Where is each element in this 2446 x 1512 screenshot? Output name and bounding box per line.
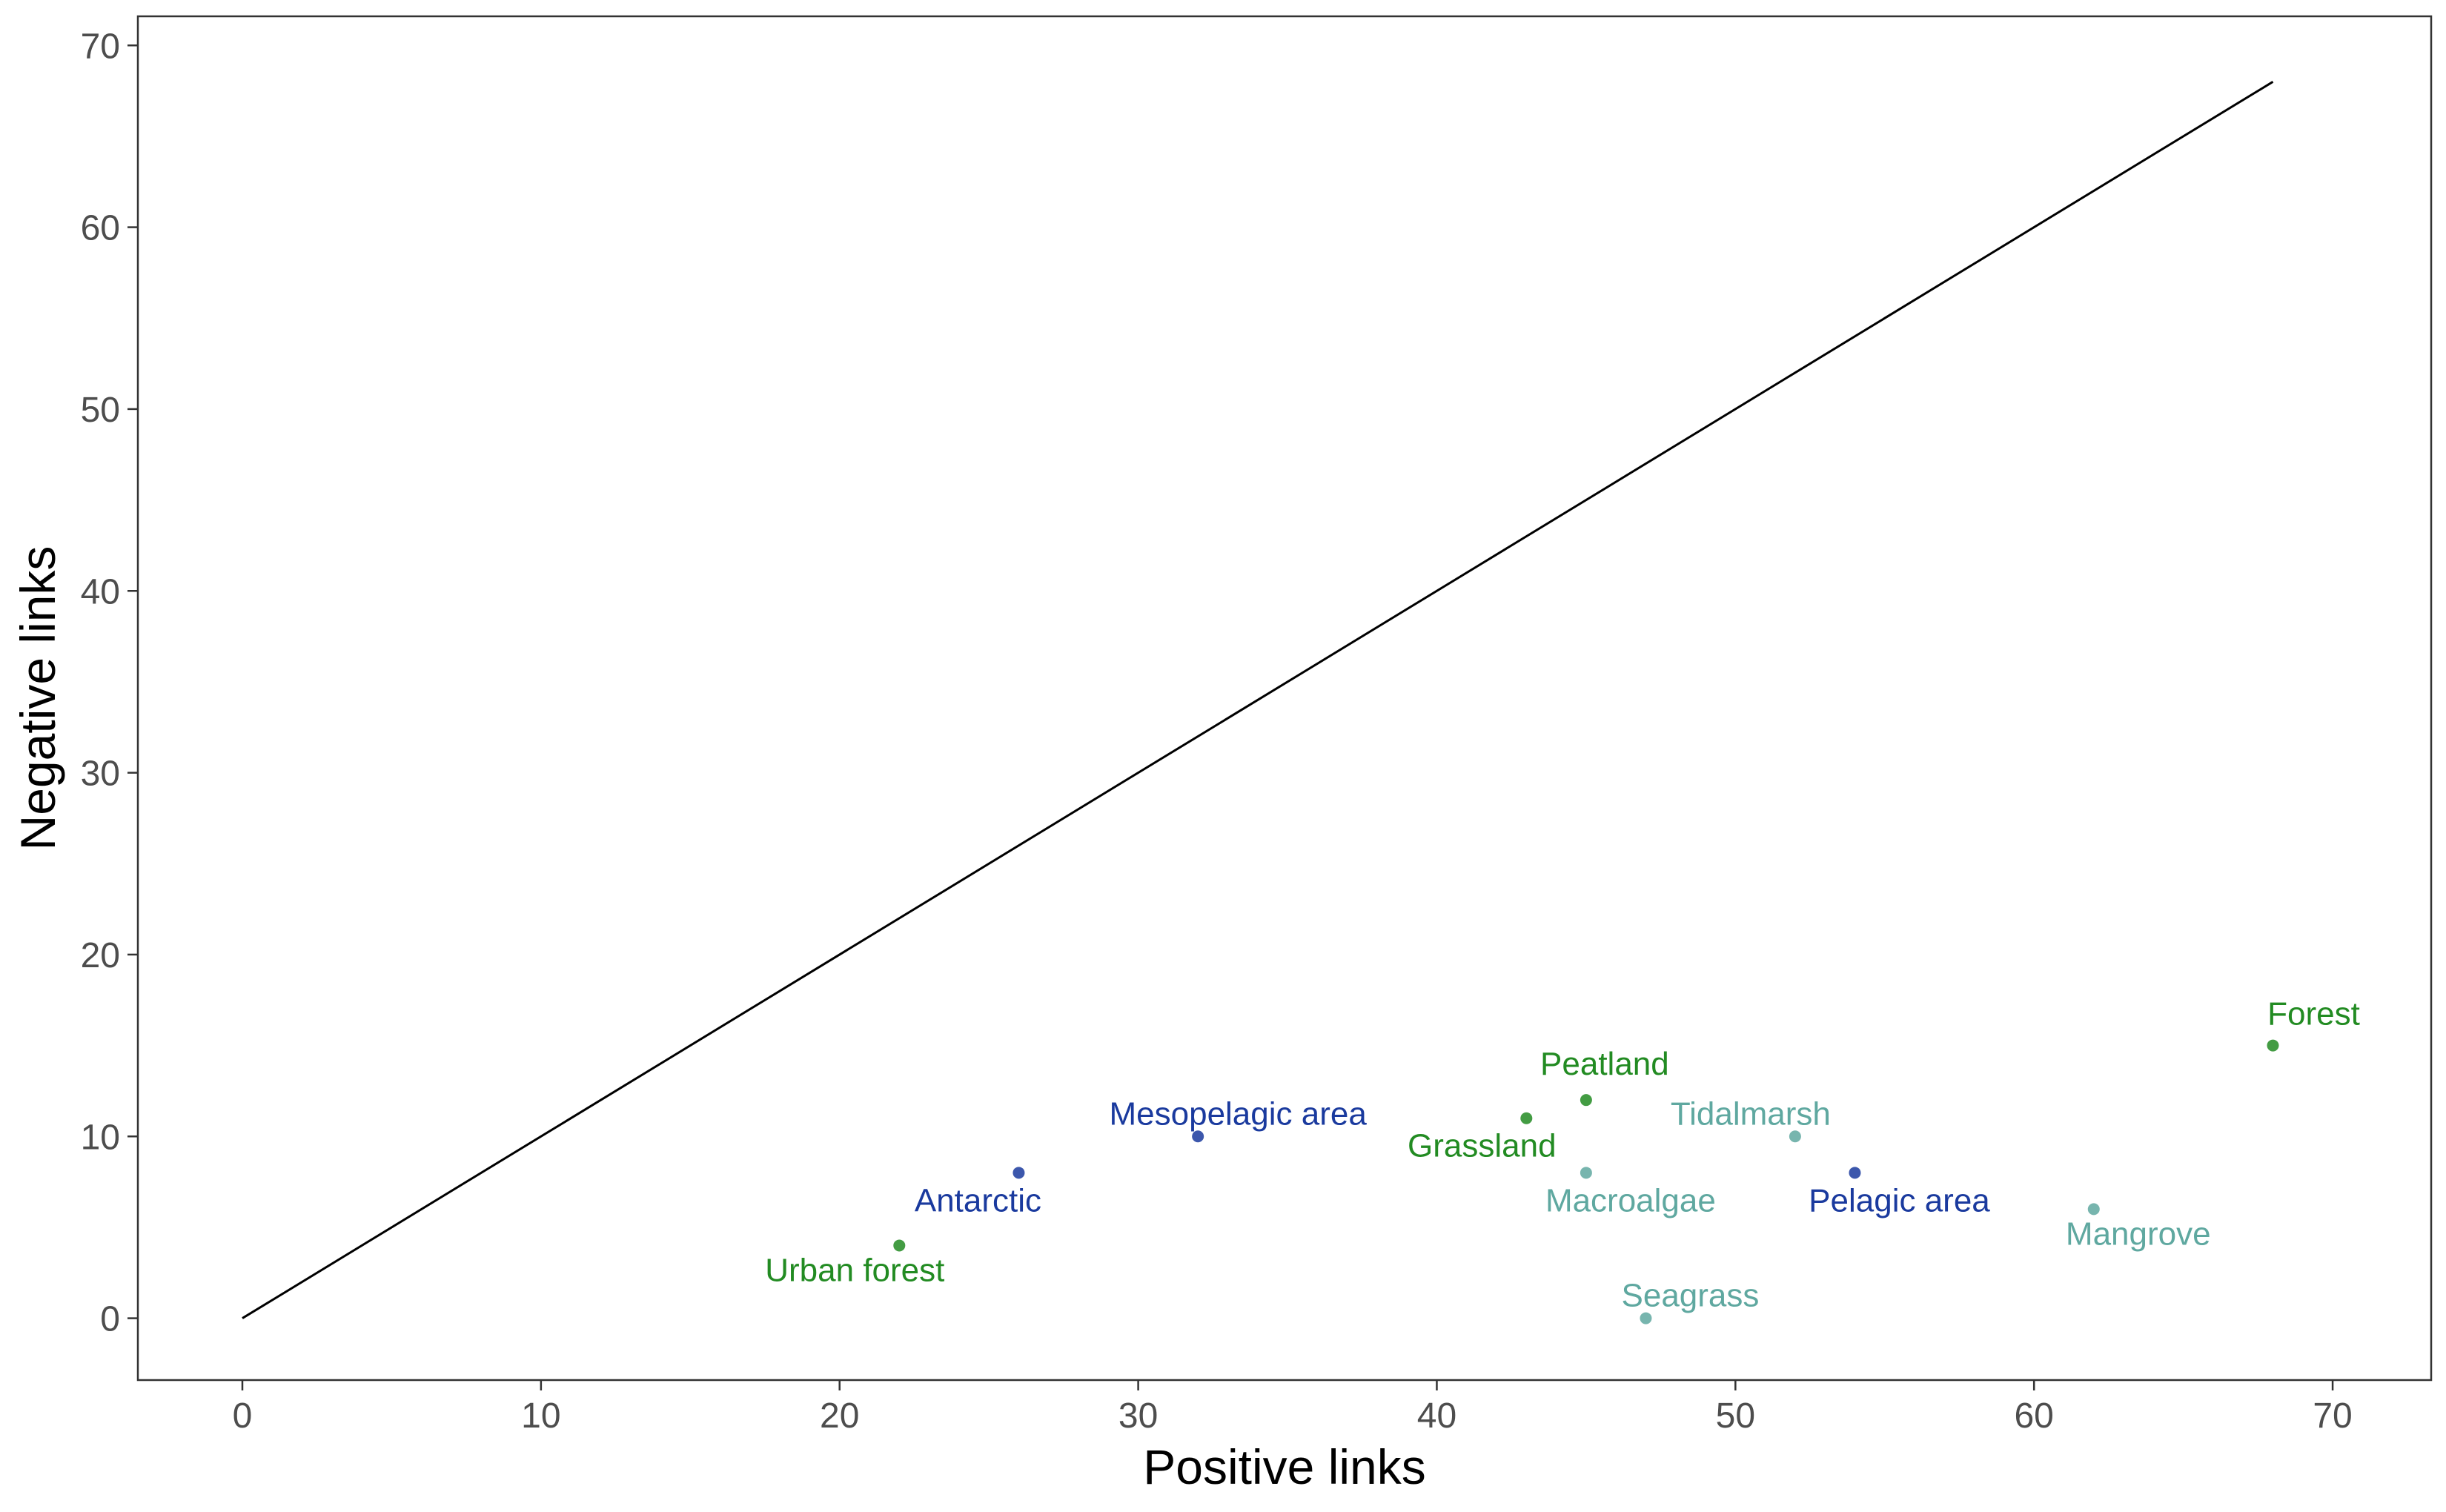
x-tick-label: 20 xyxy=(820,1396,859,1436)
data-point xyxy=(1580,1167,1592,1179)
data-label: Pelagic area xyxy=(1809,1182,1990,1218)
x-tick-label: 0 xyxy=(233,1396,253,1436)
data-label: Forest xyxy=(2267,996,2360,1032)
x-axis: 0 10 20 30 40 50 60 70 xyxy=(233,1380,2353,1436)
x-tick-label: 30 xyxy=(1118,1396,1158,1436)
data-label: Antarctic xyxy=(915,1182,1041,1218)
y-axis-title: Negative links xyxy=(10,546,65,851)
y-tick-label: 60 xyxy=(81,209,120,248)
x-tick-label: 70 xyxy=(2313,1396,2352,1436)
data-label: Mesopelagic area xyxy=(1110,1095,1368,1132)
y-tick-label: 70 xyxy=(81,27,120,66)
data-label: Tidalmarsh xyxy=(1671,1095,1831,1132)
data-label: Mangrove xyxy=(2066,1216,2211,1252)
data-point xyxy=(1520,1112,1533,1124)
data-point xyxy=(1789,1130,1801,1143)
y-tick-label: 40 xyxy=(81,572,120,611)
data-point xyxy=(1849,1167,1861,1179)
x-tick-label: 50 xyxy=(1716,1396,1755,1436)
data-point xyxy=(1580,1094,1592,1107)
data-point xyxy=(2267,1039,2279,1052)
data-label: Seagrass xyxy=(1622,1278,1760,1314)
data-point xyxy=(1012,1167,1025,1179)
data-label: Macroalgae xyxy=(1545,1182,1716,1218)
x-tick-label: 60 xyxy=(2014,1396,2053,1436)
data-point xyxy=(1192,1130,1204,1143)
x-tick-label: 10 xyxy=(521,1396,560,1436)
data-label: Urban forest xyxy=(765,1252,944,1288)
reference-line xyxy=(242,81,2274,1319)
y-tick-label: 50 xyxy=(81,391,120,430)
data-point xyxy=(2087,1203,2100,1216)
plot-panel xyxy=(136,15,2433,1382)
data-point xyxy=(893,1239,906,1252)
y-tick-label: 30 xyxy=(81,755,120,794)
y-axis: 0 10 20 30 40 50 60 70 xyxy=(81,27,138,1339)
x-tick-label: 40 xyxy=(1417,1396,1456,1436)
data-points xyxy=(893,1039,2279,1324)
y-tick-label: 10 xyxy=(81,1118,120,1157)
data-label: Peatland xyxy=(1540,1046,1669,1082)
point-labels: Forest Peatland Grassland Urban forest Tidal… xyxy=(765,996,2360,1314)
y-tick-label: 0 xyxy=(100,1300,120,1339)
x-axis-title: Positive links xyxy=(1143,1439,1425,1494)
data-point xyxy=(1640,1312,1652,1324)
data-label: Grassland xyxy=(1408,1128,1557,1164)
y-tick-label: 20 xyxy=(81,936,120,975)
